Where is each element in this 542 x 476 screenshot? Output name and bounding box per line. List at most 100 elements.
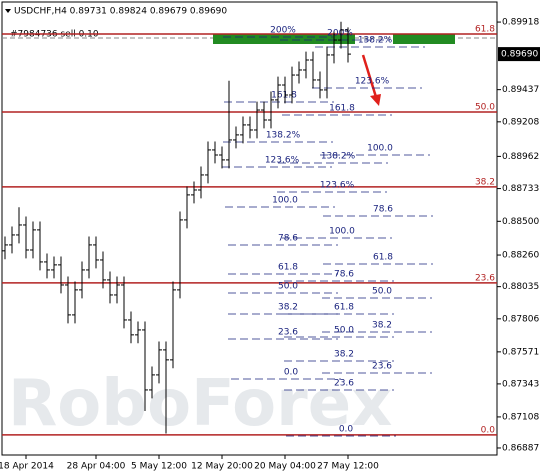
fib-level-label: 61.8: [475, 25, 495, 35]
fib-annotation: 100.0: [329, 227, 355, 237]
current-price-box: [498, 47, 540, 62]
bar: [16, 207, 22, 244]
bar: [23, 216, 29, 259]
fib-annotation: 23.6: [372, 362, 392, 372]
fib-annotation: 23.6: [278, 328, 298, 338]
fib-annotation: 123.6%: [355, 77, 390, 87]
y-tick-label: 0.88962: [502, 152, 539, 162]
bar: [44, 253, 50, 279]
bar: [261, 101, 267, 129]
bar: [268, 91, 274, 129]
bar: [289, 66, 295, 104]
fib-annotation: 161.8: [329, 104, 355, 114]
order-zone: [393, 34, 455, 44]
fib-annotation: 138.2%: [321, 152, 356, 162]
fib-annotation: 23.6: [334, 379, 354, 389]
bar: [9, 226, 15, 254]
fib-annotation: 50.0: [372, 287, 392, 297]
y-tick-label: 0.88733: [502, 184, 539, 194]
bar: [149, 366, 155, 399]
bar: [296, 61, 302, 84]
y-tick-label: 0.88500: [502, 217, 539, 227]
bar: [184, 186, 190, 229]
fib-level-label: 50.0: [475, 102, 495, 112]
fib-annotation: 61.8: [334, 303, 354, 313]
fib-annotation: 50.0: [278, 282, 298, 292]
bar: [93, 236, 99, 269]
y-tick-label: 0.88260: [502, 251, 539, 261]
bar: [72, 281, 78, 324]
bar: [240, 116, 246, 144]
y-tick-label: 0.87806: [502, 314, 539, 324]
fib-annotation: 78.6: [373, 205, 393, 215]
plot-frame: [1, 1, 498, 456]
y-tick-label: 0.87571: [502, 347, 539, 357]
bar: [226, 80, 232, 169]
sell-arrow: [361, 54, 381, 106]
bar: [37, 221, 43, 271]
bar: [51, 256, 57, 279]
bar: [58, 256, 64, 294]
bar: [2, 236, 8, 260]
fib-annotation: 100.0: [272, 196, 298, 206]
bar: [247, 116, 253, 139]
bar: [338, 21, 344, 49]
x-tick-label: 28 Apr 04:00: [67, 462, 126, 472]
fib-annotation: 200%: [327, 29, 353, 39]
fib-annotation: 138.2%: [358, 36, 393, 46]
bar: [170, 281, 176, 369]
bar: [219, 146, 225, 169]
fib-level-label: 0.0: [481, 425, 496, 435]
fib-annotation: 78.6: [278, 234, 298, 244]
fib-annotation: 61.8: [373, 253, 393, 263]
y-tick-label: 0.89208: [502, 117, 539, 127]
y-tick-label: 0.86887: [502, 443, 539, 453]
bar: [254, 101, 260, 139]
bar: [275, 76, 281, 109]
bar: [107, 271, 113, 304]
bar: [142, 321, 148, 412]
fib-annotation: 123.6%: [320, 181, 355, 191]
bar: [198, 166, 204, 199]
fib-level-label: 38.2: [475, 177, 495, 187]
fib-level-label: 23.6: [475, 273, 495, 283]
bar: [128, 311, 134, 344]
fib-annotation: 138.2%: [266, 131, 301, 141]
bar: [163, 341, 169, 434]
y-tick-label: 0.87343: [502, 379, 539, 389]
bar: [345, 27, 351, 63]
bar: [30, 221, 36, 259]
fib-annotation: 123.6%: [265, 156, 300, 166]
bar: [331, 31, 337, 64]
bar: [324, 46, 330, 99]
order-zone: [213, 34, 355, 44]
y-tick-label: 0.87108: [502, 412, 539, 422]
bar: [135, 321, 141, 344]
bar: [121, 276, 127, 329]
menu-arrow: [5, 9, 11, 13]
bar: [114, 276, 120, 304]
bar: [282, 76, 288, 104]
fib-annotation: 161.8: [271, 91, 297, 101]
fib-annotation: 0.0: [284, 368, 299, 378]
fib-annotation: 38.2: [372, 321, 392, 331]
fib-annotation: 0.0: [339, 425, 354, 435]
fib-annotation: 200%: [270, 26, 296, 36]
y-tick-label: 0.89437: [502, 85, 539, 95]
bar: [303, 51, 309, 79]
fib-annotation: 50.0: [334, 326, 354, 336]
bar: [156, 341, 162, 384]
x-tick-label: 27 May 12:00: [317, 462, 379, 472]
bar: [177, 211, 183, 299]
bar: [100, 251, 106, 289]
bar: [205, 141, 211, 184]
x-tick-label: 12 May 20:00: [191, 462, 253, 472]
bar: [79, 261, 85, 299]
bar: [191, 181, 197, 204]
chart-title: USDCHF,H4 0.89731 0.89824 0.89679 0.8969…: [14, 7, 227, 17]
fib-annotation: 78.6: [334, 270, 354, 280]
bar: [86, 236, 92, 279]
bar: [317, 71, 323, 99]
